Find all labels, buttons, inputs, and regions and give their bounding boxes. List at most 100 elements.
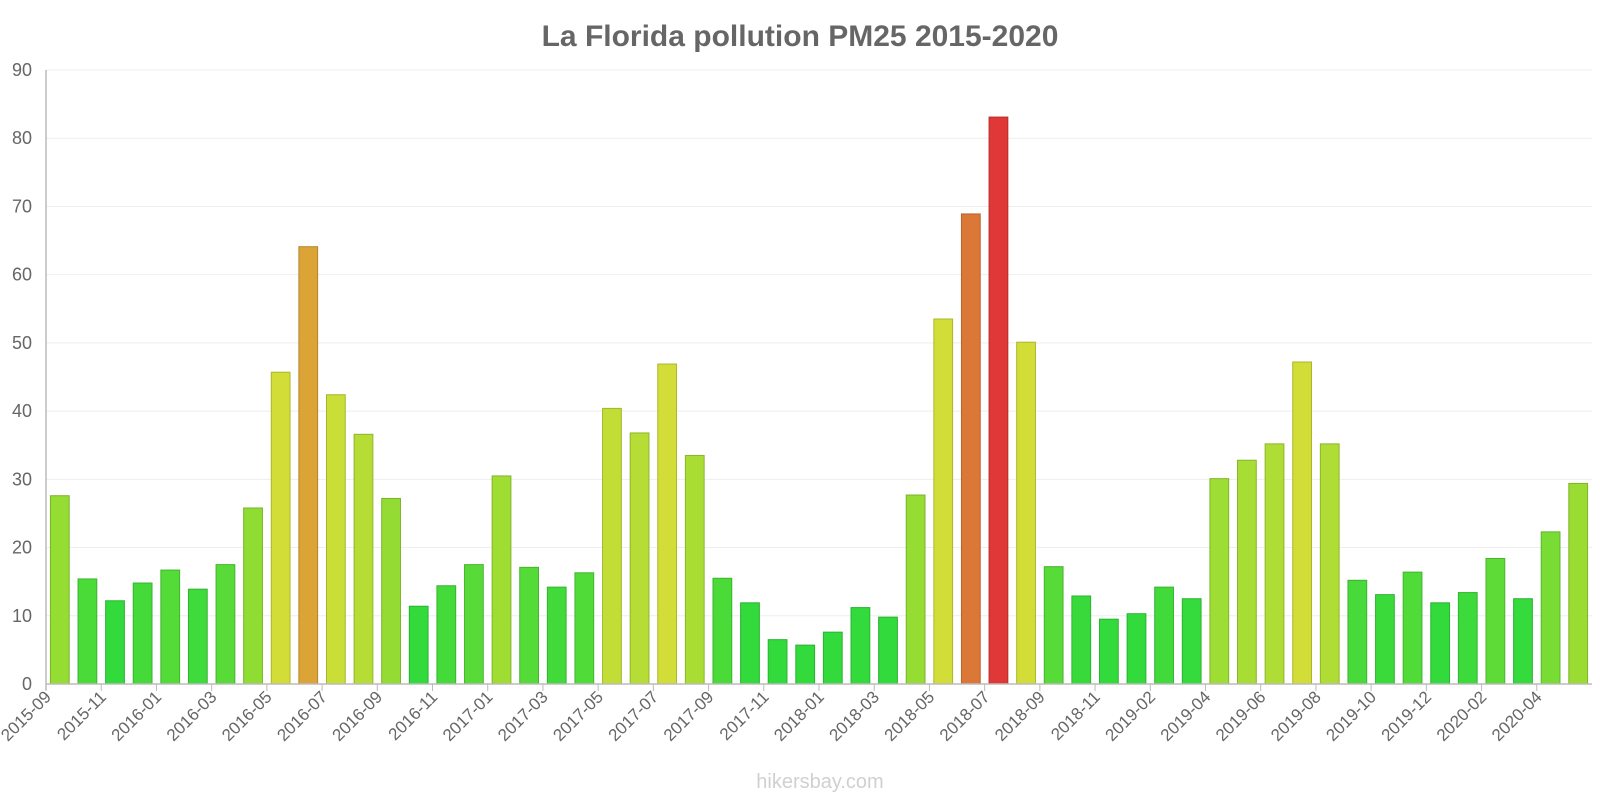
y-tick-label: 90 [12,60,32,80]
bar-2015-10 [77,578,98,685]
bar-2016-11 [436,585,457,685]
bar-2020-05 [1568,482,1589,685]
x-tick-label: 2019-10 [1322,687,1380,745]
x-tick-label: 2017-07 [605,687,663,745]
bar-2020-04 [1540,531,1561,685]
bar-2019-02 [1154,586,1174,685]
bar-2018-03 [878,616,898,685]
x-tick-label: 2018-01 [770,687,828,745]
bar-2017-10 [740,602,760,685]
x-tick-label: 2017-11 [716,687,773,744]
x-tick-label: 2017-09 [660,687,718,745]
x-tick-label: 2018-07 [936,687,994,745]
x-tick-label: 2016-01 [108,687,166,745]
bar-2016-12 [464,564,484,685]
y-tick-label: 10 [12,606,32,626]
bar-2016-08 [353,433,374,685]
bar-2017-07 [657,363,678,685]
bar-2019-05 [1237,459,1257,685]
x-tick-label: 2016-03 [163,687,221,745]
bar-2017-03 [546,586,567,685]
x-tick-label: 2019-04 [1157,687,1215,745]
bar-2019-12 [1430,602,1451,685]
bar-2016-01 [160,569,181,685]
bar-2016-05 [270,371,291,685]
bar-2017-02 [519,566,540,685]
bar-2019-07 [1292,361,1313,685]
x-tick-label: 2019-02 [1102,687,1160,745]
x-tick-label: 2019-06 [1212,687,1270,745]
bar-2020-01 [1457,592,1478,685]
y-tick-label: 60 [12,265,32,285]
x-tick-label: 2018-05 [881,687,939,745]
bar-2018-11 [1098,618,1119,685]
bar-2015-12 [132,582,153,685]
bar-2018-01 [822,631,843,685]
bars [49,116,1589,685]
y-tick-label: 40 [12,401,32,421]
bar-2020-02 [1485,557,1506,685]
y-tick-label: 70 [12,196,32,216]
bar-2019-10 [1375,594,1395,685]
bar-2016-06 [298,246,319,685]
x-tick-label: 2017-01 [439,687,497,745]
x-tick-label: 2019-08 [1267,687,1325,745]
bar-2018-04 [905,494,926,685]
bar-2017-05 [602,407,622,685]
bar-2018-07 [988,116,1009,685]
bar-2018-08 [1016,341,1036,685]
bar-2018-12 [1126,613,1147,685]
x-tick-label: 2019-12 [1378,687,1436,745]
bar-2019-04 [1209,478,1230,685]
bar-2019-11 [1402,571,1423,685]
x-tick-label: 2017-03 [494,687,552,745]
x-tick-label: 2018-11 [1047,687,1104,744]
watermark-text: hikersbay.com [756,771,883,793]
y-tick-label: 20 [12,538,32,558]
y-axis-ticks: 0 10 20 30 40 50 60 70 80 90 [12,60,32,694]
bar-2019-08 [1319,443,1340,685]
x-axis-ticks: 2015-092015-112016-012016-032016-052016-… [0,684,1546,745]
bar-2018-02 [850,607,871,685]
x-tick-label: 2020-04 [1488,687,1546,745]
x-tick-label: 2018-09 [991,687,1049,745]
x-tick-label: 2016-05 [218,687,276,745]
bar-2017-04 [574,572,595,685]
bar-2017-11 [767,639,788,685]
bar-2016-10 [408,605,429,685]
bar-2019-09 [1347,579,1368,685]
x-tick-label: 2015-11 [53,687,110,744]
x-tick-label: 2016-07 [273,687,331,745]
bar-2019-03 [1181,598,1202,685]
bar-2016-07 [325,394,346,685]
bar-2020-03 [1513,598,1533,685]
bar-2018-06 [960,213,981,685]
x-tick-label: 2018-03 [825,687,883,745]
bar-2016-02 [187,588,208,685]
x-tick-label: 2017-05 [549,687,607,745]
bar-2017-09 [712,577,733,685]
bar-2016-03 [215,564,236,685]
bar-2019-06 [1264,443,1285,685]
bar-2017-08 [684,454,705,685]
bar-2016-04 [243,507,263,685]
bar-2017-06 [629,432,650,685]
x-tick-label: 2015-09 [0,687,55,745]
bar-2015-09 [49,495,70,685]
x-tick-label: 2016-11 [385,687,442,744]
bar-2015-11 [105,600,125,685]
bar-2018-05 [933,318,954,685]
y-tick-label: 0 [22,674,32,694]
bar-2016-09 [381,497,401,685]
bar-2018-09 [1043,566,1064,685]
bar-2018-10 [1071,595,1092,685]
chart-title: La Florida pollution PM25 2015-2020 [542,20,1059,53]
bar-2017-01 [491,475,512,685]
bar-2017-12 [795,644,816,685]
y-tick-label: 50 [12,333,32,353]
y-tick-label: 80 [12,128,32,148]
x-tick-label: 2016-09 [329,687,387,745]
y-tick-label: 30 [12,469,32,489]
